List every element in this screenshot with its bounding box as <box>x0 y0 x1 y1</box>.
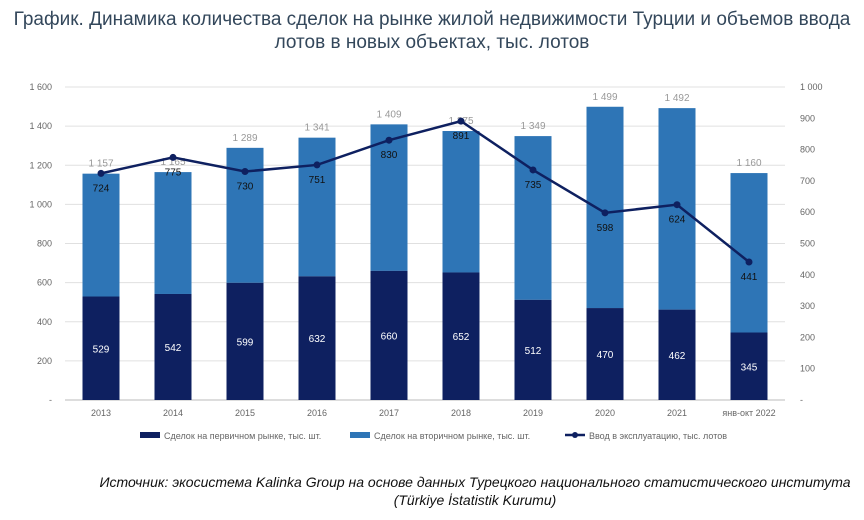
y-tick-label: 1 400 <box>29 121 52 131</box>
bar-primary <box>82 296 120 400</box>
line-point <box>313 161 321 169</box>
total-data-label: 1 499 <box>592 92 617 103</box>
bar-secondary <box>442 131 480 273</box>
primary-data-label: 660 <box>381 331 398 342</box>
bar-primary <box>226 282 264 400</box>
line-data-label: 830 <box>381 150 398 161</box>
x-tick-label: 2013 <box>91 408 111 418</box>
bar-primary <box>730 332 768 400</box>
x-tick-label: 2017 <box>379 408 399 418</box>
line-point <box>529 166 537 174</box>
y2-tick-label: 100 <box>800 364 815 374</box>
x-tick-label: 2020 <box>595 408 615 418</box>
y-tick-label: 200 <box>37 356 52 366</box>
y2-tick-label: 600 <box>800 207 815 217</box>
line-point <box>385 136 393 144</box>
x-tick-label: 2021 <box>667 408 687 418</box>
line-point <box>169 153 177 161</box>
y2-tick-label: 400 <box>800 270 815 280</box>
legend-swatch-primary <box>140 432 160 438</box>
line-data-label: 775 <box>165 167 182 178</box>
primary-data-label: 462 <box>669 351 686 362</box>
primary-data-label: 542 <box>165 343 182 354</box>
chart-title: График. Динамика количества сделок на ры… <box>13 9 851 53</box>
bar-secondary <box>298 137 336 277</box>
x-tick-label: янв-окт 2022 <box>722 408 775 418</box>
x-tick-label: 2018 <box>451 408 471 418</box>
legend-marker-line <box>572 432 578 438</box>
bar-primary <box>514 299 552 400</box>
legend-label-primary: Сделок на первичном рынке, тыс. шт. <box>164 431 321 441</box>
line-point <box>601 209 609 217</box>
bar-secondary <box>514 136 552 300</box>
total-data-label: 1 341 <box>304 123 329 134</box>
source-note: Источник: экосистема Kalinka Group на ос… <box>99 474 851 508</box>
x-tick-label: 2016 <box>307 408 327 418</box>
y-tick-label: 1 200 <box>29 160 52 170</box>
y2-tick-label: 500 <box>800 239 815 249</box>
y2-tick-label: 900 <box>800 113 815 123</box>
primary-data-label: 470 <box>597 350 614 361</box>
total-data-label: 1 160 <box>736 158 761 169</box>
primary-data-label: 599 <box>237 337 254 348</box>
total-data-label: 1 409 <box>376 109 401 120</box>
y2-tick-label: 1 000 <box>800 82 823 92</box>
x-tick-label: 2014 <box>163 408 183 418</box>
bar-primary <box>442 272 480 400</box>
total-data-label: 1 289 <box>232 133 257 144</box>
line-data-label: 441 <box>741 272 758 283</box>
chart: - 200 400 600 800 1 000 1 200 1 400 1 600 - 100 200… <box>29 82 823 441</box>
bar-secondary <box>370 124 408 271</box>
y-tick-label: - <box>49 395 52 405</box>
y-tick-label: 600 <box>37 278 52 288</box>
legend-swatch-secondary <box>350 432 370 438</box>
bar-secondary <box>658 108 696 310</box>
bar-primary <box>370 270 408 400</box>
line-point <box>241 168 249 176</box>
legend-label-secondary: Сделок на вторичном рынке, тыс. шт. <box>374 431 530 441</box>
line-data-label: 598 <box>597 223 614 234</box>
total-data-label: 1 349 <box>520 121 545 132</box>
line-series <box>100 119 750 263</box>
primary-data-label: 652 <box>453 332 470 343</box>
total-data-label: 1 492 <box>664 93 689 104</box>
y-tick-label: 400 <box>37 317 52 327</box>
legend-label-line: Ввод в эксплуатацию, тыс. лотов <box>589 431 727 441</box>
x-tick-label: 2015 <box>235 408 255 418</box>
line-data-label: 730 <box>237 182 254 193</box>
primary-data-label: 512 <box>525 346 542 357</box>
line-data-label: 724 <box>93 183 110 194</box>
y2-tick-label: 800 <box>800 145 815 155</box>
y2-tick-label: 700 <box>800 176 815 186</box>
bar-secondary <box>586 106 624 309</box>
line-data-label: 735 <box>525 180 542 191</box>
y2-tick-label: - <box>800 395 803 405</box>
y-tick-label: 1 000 <box>29 199 52 209</box>
bar-primary <box>586 308 624 400</box>
primary-data-label: 529 <box>93 344 110 355</box>
bar-primary <box>154 293 192 400</box>
bar-primary <box>658 309 696 400</box>
y2-tick-label: 300 <box>800 301 815 311</box>
y2-tick-label: 200 <box>800 332 815 342</box>
bar-primary <box>298 276 336 400</box>
y-tick-label: 1 600 <box>29 82 52 92</box>
total-data-label: 1 165 <box>160 157 185 168</box>
bar-secondary <box>154 172 192 294</box>
total-data-label: 1 157 <box>88 159 113 170</box>
line-point <box>97 169 105 177</box>
line-data-label: 891 <box>453 131 470 142</box>
x-tick-label: 2019 <box>523 408 543 418</box>
y-tick-label: 800 <box>37 239 52 249</box>
primary-data-label: 345 <box>741 362 758 373</box>
primary-data-label: 632 <box>309 334 326 345</box>
line-point <box>673 201 681 209</box>
line-point <box>457 117 465 125</box>
line-point <box>745 258 753 266</box>
line-data-label: 751 <box>309 175 326 186</box>
line-data-label: 624 <box>669 215 686 226</box>
bar-secondary <box>82 173 120 297</box>
